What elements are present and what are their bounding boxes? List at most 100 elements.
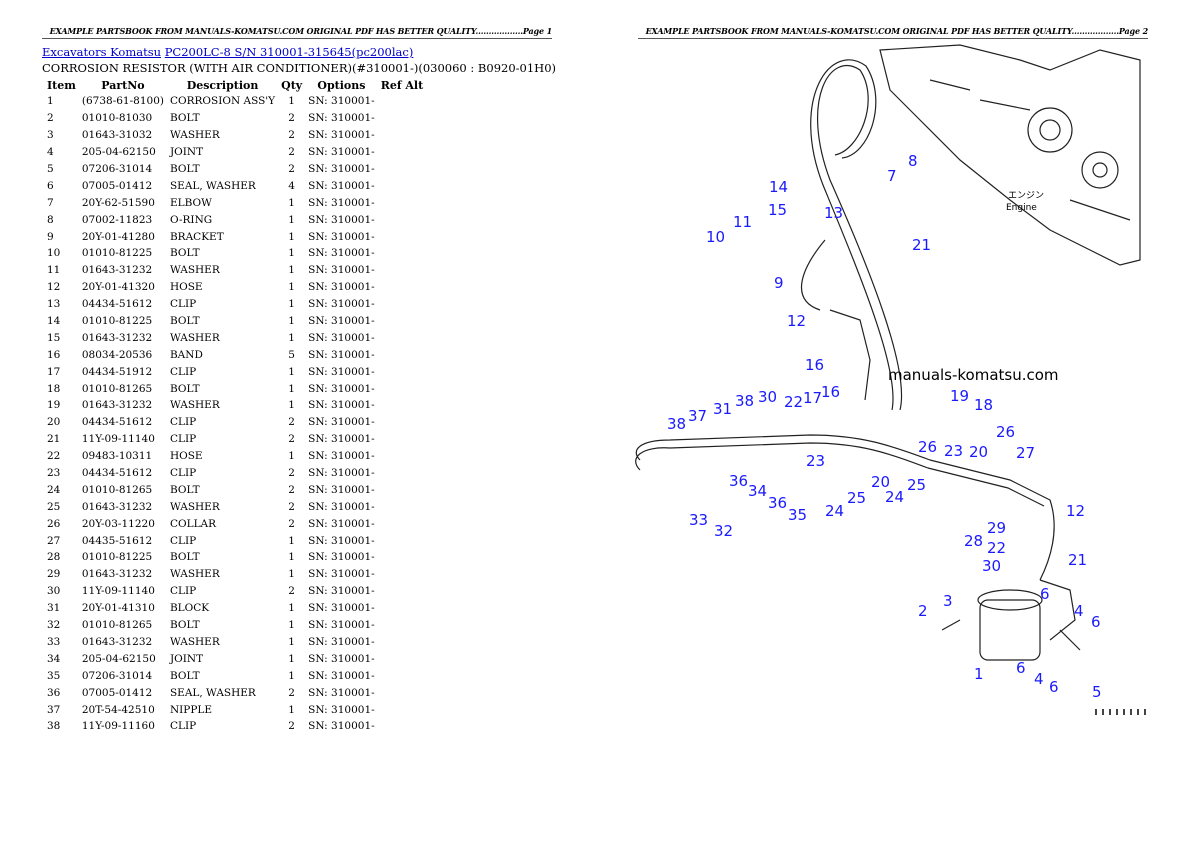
options-cell: SN: 310001-: [308, 382, 375, 395]
callout-number: 1: [974, 665, 984, 683]
drawing-code-mark: [1095, 709, 1146, 715]
description-cell: BAND: [169, 348, 203, 361]
qty-cell: 1: [288, 95, 295, 108]
callout-number: 36: [729, 472, 748, 490]
item-cell: 6: [47, 179, 54, 192]
breadcrumb-link-model[interactable]: PC200LC-8 S/N 310001-315645(pc200lac): [164, 45, 414, 59]
options-cell: SN: 310001-: [308, 585, 375, 598]
callout-number: 6: [1040, 585, 1050, 603]
description-cell: COLLAR: [169, 517, 217, 530]
description-cell: CLIP: [169, 365, 197, 378]
partno-cell: 04435-51612: [81, 534, 153, 547]
qty-cell: 2: [288, 483, 295, 496]
item-cell: 8: [47, 213, 54, 226]
callout-number: 17: [803, 389, 822, 407]
diagram-drawing: [635, 44, 1141, 661]
column-header: Qty: [281, 78, 303, 92]
options-cell: SN: 310001-: [308, 602, 375, 615]
callout-number: 10: [706, 228, 725, 246]
callout-number: 4: [1074, 602, 1084, 620]
ref-alt-cell: [378, 177, 427, 194]
qty-cell: 1: [288, 399, 295, 412]
ref-alt-cell: [378, 380, 427, 397]
partno-cell: 04434-51912: [81, 365, 153, 378]
description-cell: BOLT: [169, 315, 200, 328]
ref-alt-cell: [378, 718, 427, 735]
ref-alt-cell: [378, 93, 427, 110]
description-cell: ELBOW: [169, 196, 212, 209]
item-cell: 32: [47, 619, 61, 632]
qty-cell: 1: [288, 551, 295, 564]
description-cell: BOLT: [169, 483, 200, 496]
options-cell: SN: 310001-: [308, 196, 375, 209]
options-cell: SN: 310001-: [308, 551, 375, 564]
table-row: 33 01643-31232 WASHER 1 SN: 310001-: [44, 634, 426, 651]
callout-number: 25: [907, 476, 926, 494]
ref-alt-cell: [378, 127, 427, 144]
ref-alt-cell: [378, 346, 427, 363]
engine-label-en: Engine: [1006, 203, 1037, 213]
ref-alt-cell: [378, 583, 427, 600]
item-cell: 30: [47, 585, 61, 598]
ref-alt-cell: [378, 600, 427, 617]
options-cell: SN: 310001-: [308, 534, 375, 547]
table-row: 24 01010-81265 BOLT 2 SN: 310001-: [44, 481, 426, 498]
callout-number: 27: [1016, 444, 1035, 462]
item-cell: 18: [47, 382, 61, 395]
description-cell: HOSE: [169, 281, 203, 294]
item-cell: 21: [47, 433, 61, 446]
partno-cell: 20Y-01-41310: [81, 602, 155, 615]
callout-number: 11: [733, 213, 752, 231]
qty-cell: 1: [288, 298, 295, 311]
table-row: 22 09483-10311 HOSE 1 SN: 310001-: [44, 448, 426, 465]
table-row: 26 20Y-03-11220 COLLAR 2 SN: 310001-: [44, 515, 426, 532]
description-cell: BOLT: [169, 619, 200, 632]
partno-cell: 01643-31232: [81, 264, 153, 277]
item-cell: 15: [47, 331, 61, 344]
callout-number: 6: [1016, 659, 1026, 677]
qty-cell: 2: [288, 112, 295, 125]
table-row: 15 01643-31232 WASHER 1 SN: 310001-: [44, 329, 426, 346]
callout-number: 12: [787, 312, 806, 330]
qty-cell: 5: [288, 348, 295, 361]
partno-cell: 20Y-01-41280: [81, 230, 155, 243]
description-cell: SEAL, WASHER: [169, 179, 256, 192]
ref-alt-cell: [378, 465, 427, 482]
breadcrumb-link-category[interactable]: Excavators Komatsu: [42, 45, 162, 59]
options-cell: SN: 310001-: [308, 686, 375, 699]
callout-number: 21: [1068, 551, 1087, 569]
options-cell: SN: 310001-: [308, 112, 375, 125]
ref-alt-cell: [378, 211, 427, 228]
qty-cell: 2: [288, 686, 295, 699]
item-cell: 25: [47, 500, 61, 513]
partno-cell: 04434-51612: [81, 467, 153, 480]
item-cell: 20: [47, 416, 61, 429]
table-row: 9 20Y-01-41280 BRACKET 1 SN: 310001-: [44, 228, 426, 245]
options-cell: SN: 310001-: [308, 433, 375, 446]
item-cell: 13: [47, 298, 61, 311]
options-cell: SN: 310001-: [308, 230, 375, 243]
ref-alt-cell: [378, 549, 427, 566]
table-row: 37 20T-54-42510 NIPPLE 1 SN: 310001-: [44, 701, 426, 718]
item-cell: 19: [47, 399, 61, 412]
description-cell: WASHER: [169, 500, 220, 513]
partno-cell: 01643-31232: [81, 635, 153, 648]
table-row: 7 20Y-62-51590 ELBOW 1 SN: 310001-: [44, 194, 426, 211]
column-header: PartNo: [101, 78, 145, 92]
description-cell: CLIP: [169, 416, 197, 429]
table-row: 25 01643-31232 WASHER 2 SN: 310001-: [44, 498, 426, 515]
partno-cell: 08034-20536: [81, 348, 153, 361]
table-row: 2 01010-81030 BOLT 2 SN: 310001-: [44, 110, 426, 127]
callout-number: 38: [667, 415, 686, 433]
description-cell: CLIP: [169, 534, 197, 547]
ref-alt-cell: [378, 431, 427, 448]
ref-alt-cell: [378, 532, 427, 549]
qty-cell: 1: [288, 568, 295, 581]
callout-number: 38: [735, 392, 754, 410]
options-cell: SN: 310001-: [308, 365, 375, 378]
table-row: 38 11Y-09-11160 CLIP 2 SN: 310001-: [44, 718, 426, 735]
description-cell: CLIP: [169, 467, 197, 480]
qty-cell: 1: [288, 619, 295, 632]
description-cell: WASHER: [169, 635, 220, 648]
ref-alt-cell: [378, 684, 427, 701]
